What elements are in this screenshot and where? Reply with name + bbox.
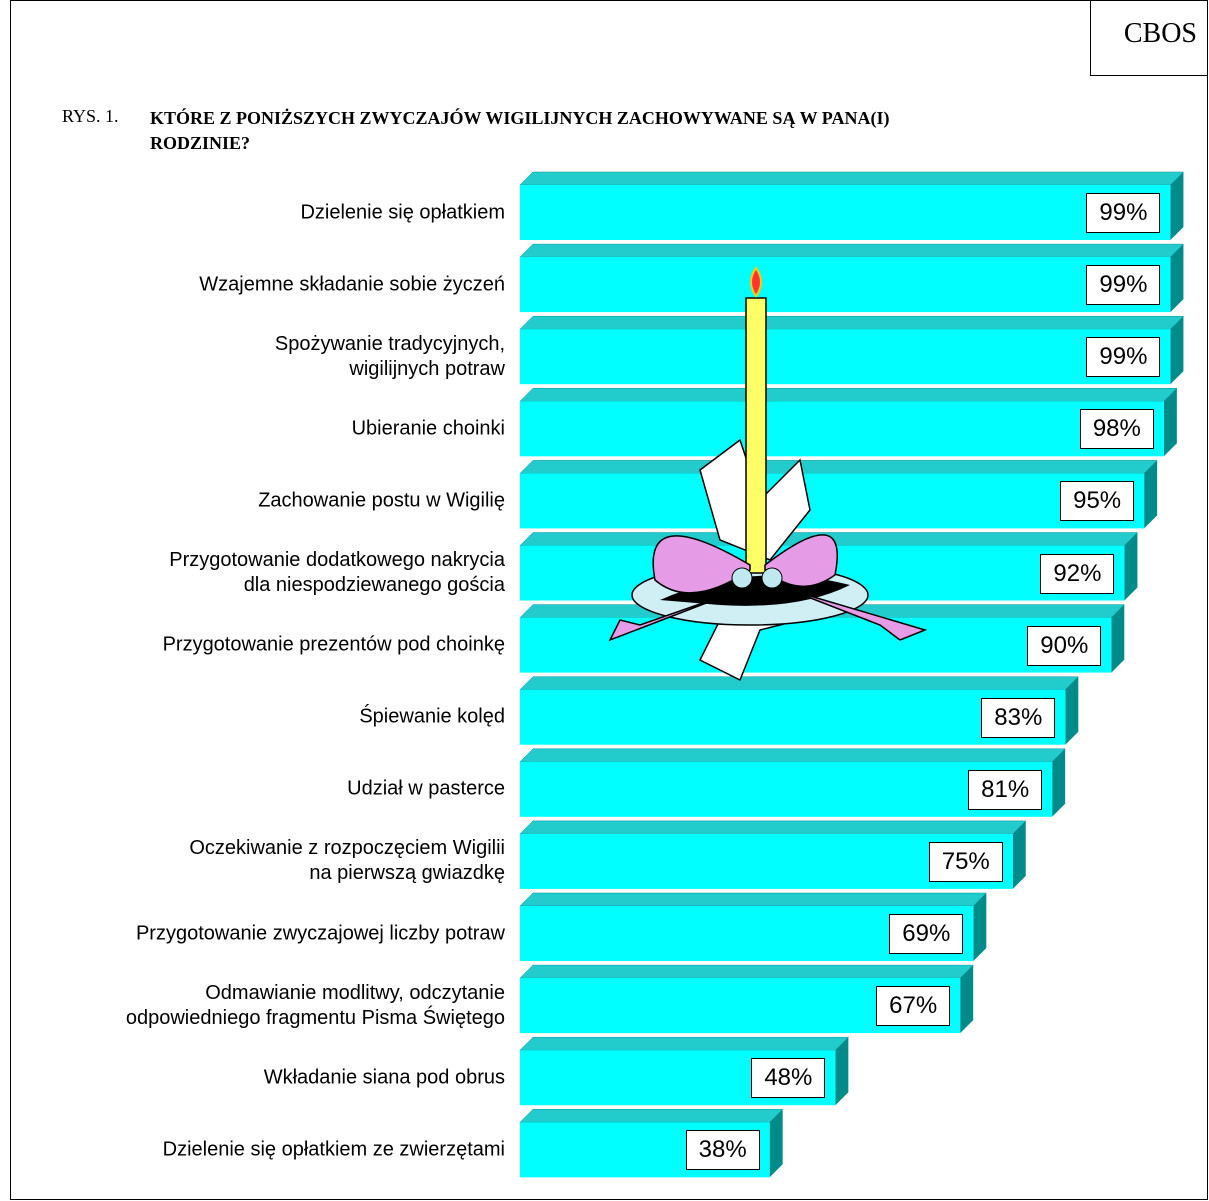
- candle: [746, 298, 766, 573]
- berry: [732, 568, 752, 588]
- bar-top: [520, 821, 1026, 834]
- category-label: Wzajemne składanie sobie życzeń: [199, 272, 505, 297]
- value-label: 99%: [1086, 337, 1160, 377]
- bar-top: [520, 893, 986, 906]
- value-label: 67%: [876, 986, 950, 1026]
- bar-top: [520, 1109, 783, 1122]
- value-label: 90%: [1027, 626, 1101, 666]
- value-label: 69%: [889, 914, 963, 954]
- value-label: 99%: [1086, 265, 1160, 305]
- page: CBOS RYS. 1. KTÓRE Z PONIŻSZYCH ZWYCZAJÓ…: [0, 0, 1209, 1201]
- bar-top: [520, 965, 973, 978]
- value-label: 48%: [751, 1058, 825, 1098]
- chart-title: KTÓRE Z PONIŻSZYCH ZWYCZAJÓW WIGILIJNYCH…: [150, 106, 889, 156]
- bar: [520, 257, 1170, 312]
- category-label: Dzielenie się opłatkiem ze zwierzętami: [163, 1137, 505, 1162]
- bar: [520, 401, 1164, 456]
- bar-top: [520, 677, 1078, 690]
- source: CBOS: [1124, 18, 1197, 50]
- bar-top: [520, 388, 1177, 401]
- value-label: 92%: [1040, 554, 1114, 594]
- category-label: Udział w pasterce: [347, 777, 505, 802]
- category-label: Zachowanie postu w Wigilię: [258, 488, 505, 513]
- value-label: 38%: [686, 1130, 760, 1170]
- value-label: 98%: [1080, 409, 1154, 449]
- berry: [762, 568, 782, 588]
- bar-top: [520, 316, 1183, 329]
- flame: [751, 268, 761, 296]
- bar-top: [520, 244, 1183, 257]
- value-label: 75%: [929, 842, 1003, 882]
- category-label: Oczekiwanie z rozpoczęciem Wigilii na pi…: [189, 836, 505, 886]
- bar: [520, 473, 1144, 528]
- bar: [520, 618, 1111, 673]
- bar: [520, 185, 1170, 240]
- bar-top: [520, 172, 1183, 185]
- bar-top: [520, 460, 1157, 473]
- category-label: Wkładanie siana pod obrus: [264, 1065, 505, 1090]
- value-label: 95%: [1060, 481, 1134, 521]
- value-label: 81%: [968, 770, 1042, 810]
- figure-label: RYS. 1.: [62, 106, 119, 127]
- category-label: Ubieranie choinki: [352, 416, 505, 441]
- bar-top: [520, 1037, 848, 1050]
- category-label: Dzielenie się opłatkiem: [300, 200, 505, 225]
- bar: [520, 329, 1170, 384]
- bar-top: [520, 749, 1065, 762]
- value-label: 99%: [1086, 193, 1160, 233]
- category-label: Spożywanie tradycyjnych, wigilijnych pot…: [275, 332, 505, 382]
- category-label: Przygotowanie zwyczajowej liczby potraw: [136, 921, 505, 946]
- category-label: Odmawianie modlitwy, odczytanie odpowied…: [126, 981, 505, 1031]
- category-label: Przygotowanie dodatkowego nakrycia dla n…: [169, 548, 505, 598]
- category-label: Przygotowanie prezentów pod choinkę: [163, 633, 505, 658]
- category-label: Śpiewanie kolęd: [359, 705, 505, 730]
- value-label: 83%: [981, 698, 1055, 738]
